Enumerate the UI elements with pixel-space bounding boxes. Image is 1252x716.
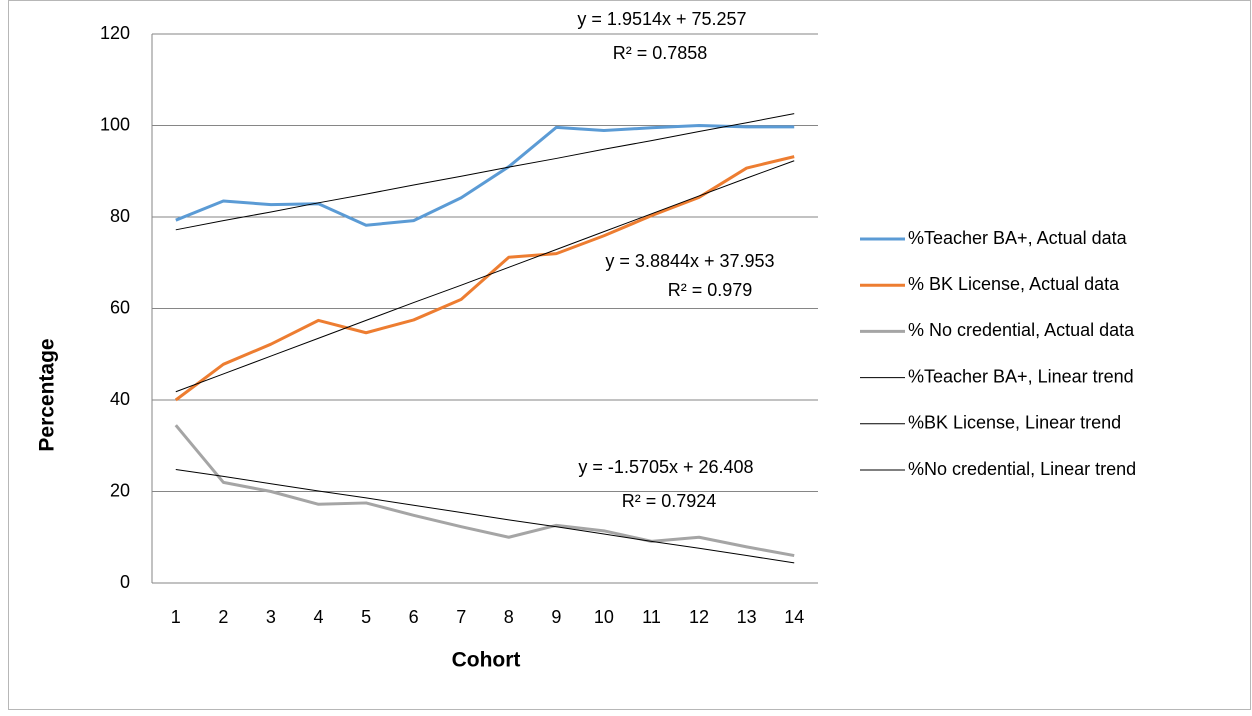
- x-tick-label: 6: [409, 607, 419, 627]
- y-tick-label: 40: [110, 389, 130, 409]
- trend-annotation: y = -1.5705x + 26.408: [578, 457, 753, 477]
- legend-label: %Teacher BA+, Actual data: [908, 228, 1128, 248]
- x-tick-label: 10: [594, 607, 614, 627]
- x-tick-label: 4: [313, 607, 323, 627]
- trend-annotation: y = 3.8844x + 37.953: [605, 251, 774, 271]
- trend-annotation: R² = 0.979: [668, 280, 753, 300]
- x-tick-label: 2: [218, 607, 228, 627]
- y-axis-title: Percentage: [36, 338, 59, 451]
- x-tick-label: 7: [456, 607, 466, 627]
- x-tick-label: 8: [504, 607, 514, 627]
- y-tick-label: 100: [100, 114, 130, 134]
- series-line: [175, 469, 795, 564]
- series-line: [175, 113, 795, 231]
- chart-border: [8, 0, 1251, 710]
- y-tick-label: 60: [110, 297, 130, 317]
- x-tick-label: 13: [737, 607, 757, 627]
- x-tick-label: 11: [642, 607, 661, 627]
- x-tick-label: 3: [266, 607, 276, 627]
- y-tick-label: 80: [110, 206, 130, 226]
- x-axis-title: Cohort: [452, 649, 521, 672]
- legend-label: %No credential, Linear trend: [908, 459, 1136, 479]
- y-tick-label: 120: [100, 23, 130, 43]
- x-tick-label: 5: [361, 607, 371, 627]
- legend-label: % BK License, Actual data: [908, 274, 1120, 294]
- trend-annotation: R² = 0.7924: [622, 491, 717, 511]
- series-line: [175, 160, 795, 393]
- y-tick-label: 0: [120, 572, 130, 592]
- x-tick-label: 9: [551, 607, 561, 627]
- series-line: [174, 155, 795, 402]
- legend-label: %Teacher BA+, Linear trend: [908, 366, 1134, 386]
- trend-annotation: y = 1.9514x + 75.257: [577, 9, 746, 29]
- x-tick-label: 1: [171, 607, 181, 627]
- trend-annotation: R² = 0.7858: [613, 43, 708, 63]
- y-tick-label: 20: [110, 480, 130, 500]
- series-line: [174, 424, 795, 558]
- x-tick-label: 12: [689, 607, 709, 627]
- series-line: [175, 124, 795, 227]
- x-tick-label: 14: [784, 607, 804, 627]
- legend-label: % No credential, Actual data: [908, 320, 1135, 340]
- legend-label: %BK License, Linear trend: [908, 413, 1121, 433]
